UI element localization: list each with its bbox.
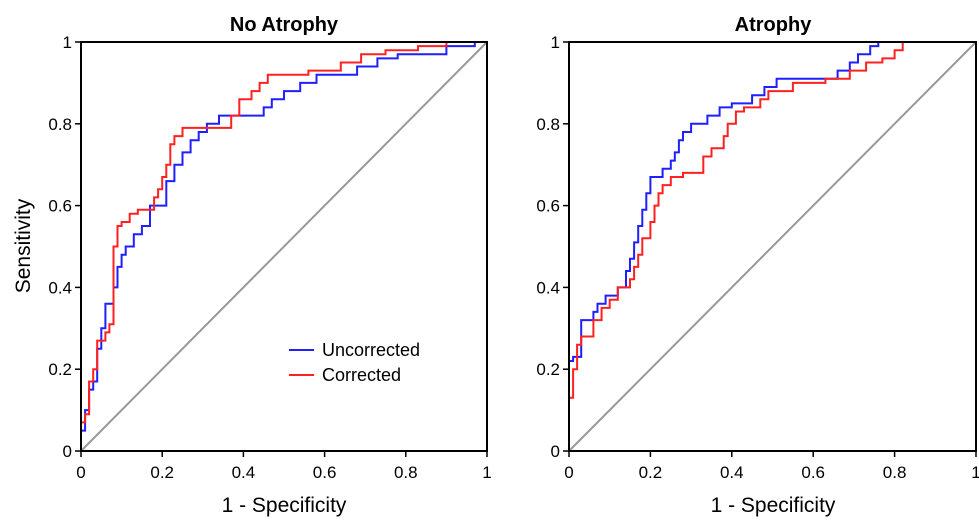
y-tick-label: 0.2 [536,360,560,379]
x-tick-label: 0.6 [801,463,825,482]
x-tick-label: 0.4 [232,463,256,482]
y-tick-label: 0.8 [48,115,72,134]
x-tick-label: 0.6 [313,463,337,482]
y-tick-label: 0.4 [536,278,560,297]
x-tick-label: 0.8 [394,463,418,482]
y-axis-label: Sensitivity [12,198,35,293]
x-tick-label: 0 [564,463,573,482]
series-uncorrected-line [80,41,487,451]
x-axis-label: 1 - Specificity [711,494,836,517]
x-tick-label: 0.2 [639,463,663,482]
x-tick-label: 0.2 [150,463,174,482]
legend-label-uncorrected: Uncorrected [322,340,420,360]
y-axis-ticks: 0 0.2 0.4 0.6 0.8 1 [536,33,569,461]
x-tick-label: 1 [482,463,491,482]
y-tick-label: 0.2 [48,360,72,379]
y-tick-label: 0.4 [48,278,72,297]
y-tick-label: 0.8 [536,115,560,134]
roc-curves [80,41,487,451]
panel-atrophy: Atrophy 0 0.2 0.4 0.6 0.8 1 0 0.2 0.4 0.6 0.8 1 1 … [536,14,979,517]
series-uncorrected-line [568,41,976,451]
plot-frame [80,41,488,452]
x-tick-label: 0.4 [720,463,744,482]
chance-diagonal [568,41,977,452]
legend-label-corrected: Corrected [322,365,401,385]
roc-curves [568,41,976,451]
plot-frame [568,41,977,452]
series-corrected-line [80,41,487,451]
legend: Uncorrected Corrected [289,340,420,385]
x-tick-label: 0 [76,463,85,482]
x-axis-ticks: 0 0.2 0.4 0.6 0.8 1 [76,451,492,482]
y-tick-label: 0 [551,442,560,461]
x-axis-ticks: 0 0.2 0.4 0.6 0.8 1 [564,451,979,482]
y-axis-ticks: 0 0.2 0.4 0.6 0.8 1 [48,33,81,461]
panel-no-atrophy: No Atrophy 0 0.2 0.4 0.6 0.8 1 0 0.2 0.4 0.6 0.8 1… [12,14,492,517]
y-tick-label: 1 [551,33,560,52]
x-tick-label: 0.8 [883,463,907,482]
y-tick-label: 1 [63,33,72,52]
y-tick-label: 0 [63,442,72,461]
series-corrected-line [568,41,976,451]
y-tick-label: 0.6 [536,197,560,216]
x-axis-label: 1 - Specificity [222,494,347,517]
panel-title: No Atrophy [230,14,339,36]
x-tick-label: 1 [971,463,979,482]
panel-title: Atrophy [735,14,813,36]
y-tick-label: 0.6 [48,197,72,216]
chance-diagonal [80,41,488,452]
